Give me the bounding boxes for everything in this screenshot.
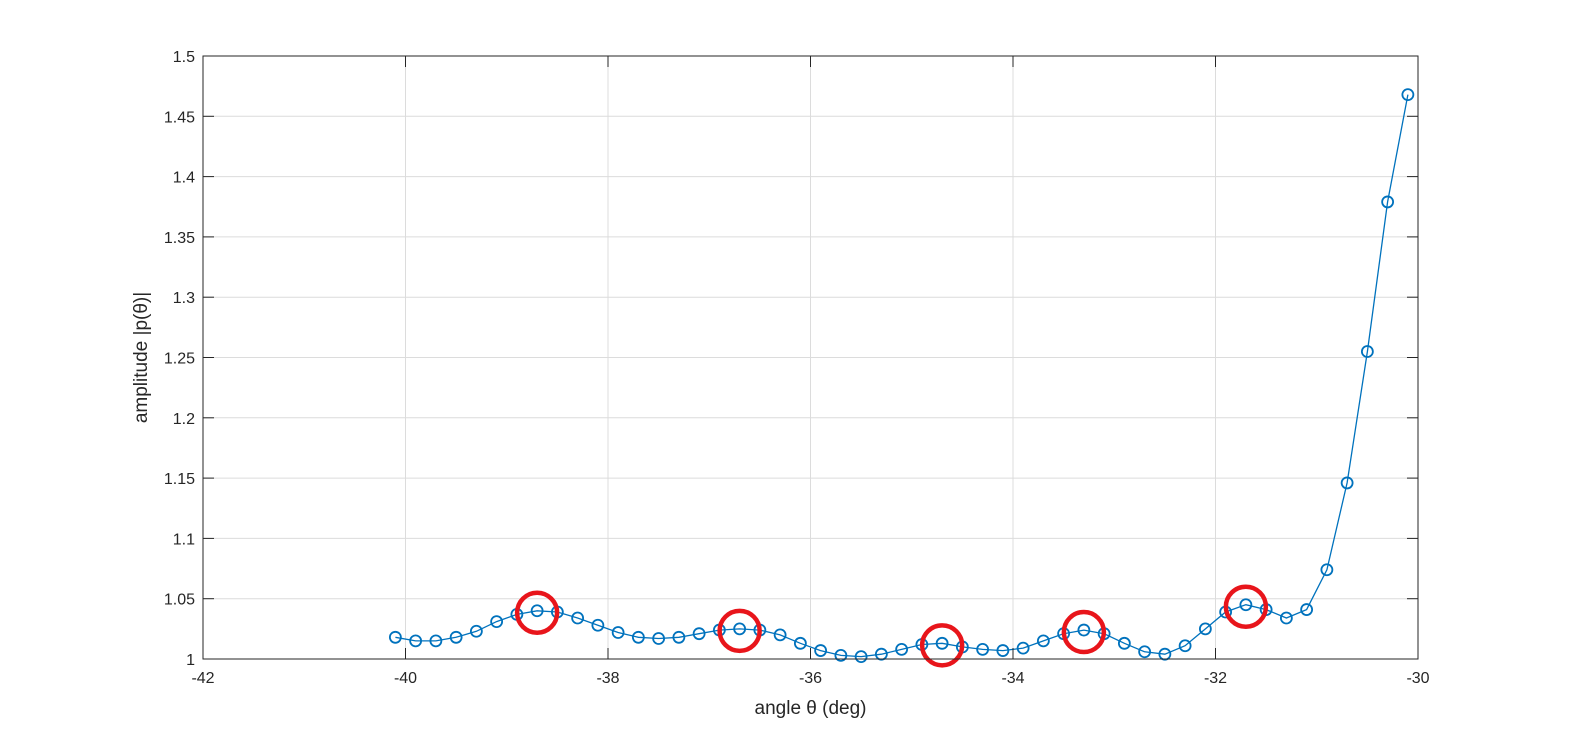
highlight-circle: [919, 623, 965, 668]
data-point: [793, 636, 807, 650]
y-tick-label: 1.15: [164, 471, 195, 488]
y-tick-label: 1.45: [164, 109, 195, 126]
y-axis-label: amplitude |p(θ)|: [131, 292, 152, 423]
grid: [203, 56, 1418, 659]
data-point: [1381, 195, 1395, 209]
data-point: [1178, 639, 1192, 653]
data-point: [1036, 634, 1050, 648]
x-tick-label: -36: [799, 670, 822, 687]
data-point: [935, 636, 949, 650]
highlight-circle: [1223, 584, 1269, 629]
x-axis-label: angle θ (deg): [755, 698, 867, 719]
highlight-circle: [717, 608, 762, 654]
data-point: [814, 644, 828, 657]
data-point: [976, 642, 990, 656]
data-point: [1401, 88, 1415, 101]
series-line: [395, 94, 1409, 658]
data-point: [449, 630, 463, 644]
highlight-layer: [514, 584, 1269, 668]
highlight-circle: [1061, 609, 1107, 655]
x-tick-label: -38: [596, 670, 619, 687]
x-tick-label: -32: [1204, 670, 1227, 687]
data-point: [631, 630, 645, 644]
data-point: [1117, 636, 1131, 650]
data-point: [1279, 611, 1293, 625]
data-point: [469, 624, 483, 638]
data-point: [1198, 622, 1212, 636]
data-point: [895, 642, 909, 656]
data-point: [409, 634, 423, 648]
data-point: [611, 626, 625, 639]
data-point: [672, 630, 686, 644]
data-point: [1360, 345, 1374, 358]
data-point: [1016, 641, 1030, 655]
y-tick-label: 1.3: [173, 290, 195, 307]
y-tick-label: 1.05: [164, 592, 195, 609]
y-tick-label: 1.2: [173, 411, 195, 428]
data-point: [530, 604, 544, 618]
data-point: [429, 634, 443, 648]
ticks: -42 -40 -38 -36 -34 -32 -30 1 1.05 1.1 1.15 1.2 1.25…: [164, 49, 1430, 687]
data-point: [591, 618, 605, 632]
y-tick-label: 1.5: [173, 49, 195, 66]
x-tick-label: -30: [1406, 670, 1429, 687]
data-point: [1340, 476, 1354, 490]
data-point: [1138, 645, 1152, 659]
highlight-circle: [514, 590, 560, 636]
data-point: [1239, 598, 1253, 612]
data-point: [571, 611, 585, 625]
data-point: [854, 650, 868, 663]
data-point: [692, 627, 706, 641]
data-point: [874, 647, 888, 661]
x-tick-label: -40: [394, 670, 417, 687]
data-point: [1077, 623, 1091, 637]
y-tick-label: 1.25: [164, 351, 195, 368]
data-point: [1300, 603, 1314, 616]
series-layer: [388, 88, 1415, 663]
x-tick-label: -34: [1001, 670, 1024, 687]
data-point: [834, 648, 848, 662]
data-point: [1320, 563, 1334, 577]
data-point: [490, 615, 504, 629]
x-tick-label: -42: [191, 670, 214, 687]
data-point: [773, 628, 787, 642]
y-tick-label: 1.35: [164, 230, 195, 247]
data-point: [652, 632, 666, 645]
y-tick-label: 1.1: [173, 531, 195, 548]
data-point: [733, 622, 747, 636]
y-tick-label: 1.4: [173, 170, 195, 187]
data-point: [1158, 647, 1172, 661]
data-point: [996, 644, 1010, 657]
y-tick-label: 1: [186, 652, 195, 669]
data-point: [388, 630, 402, 644]
